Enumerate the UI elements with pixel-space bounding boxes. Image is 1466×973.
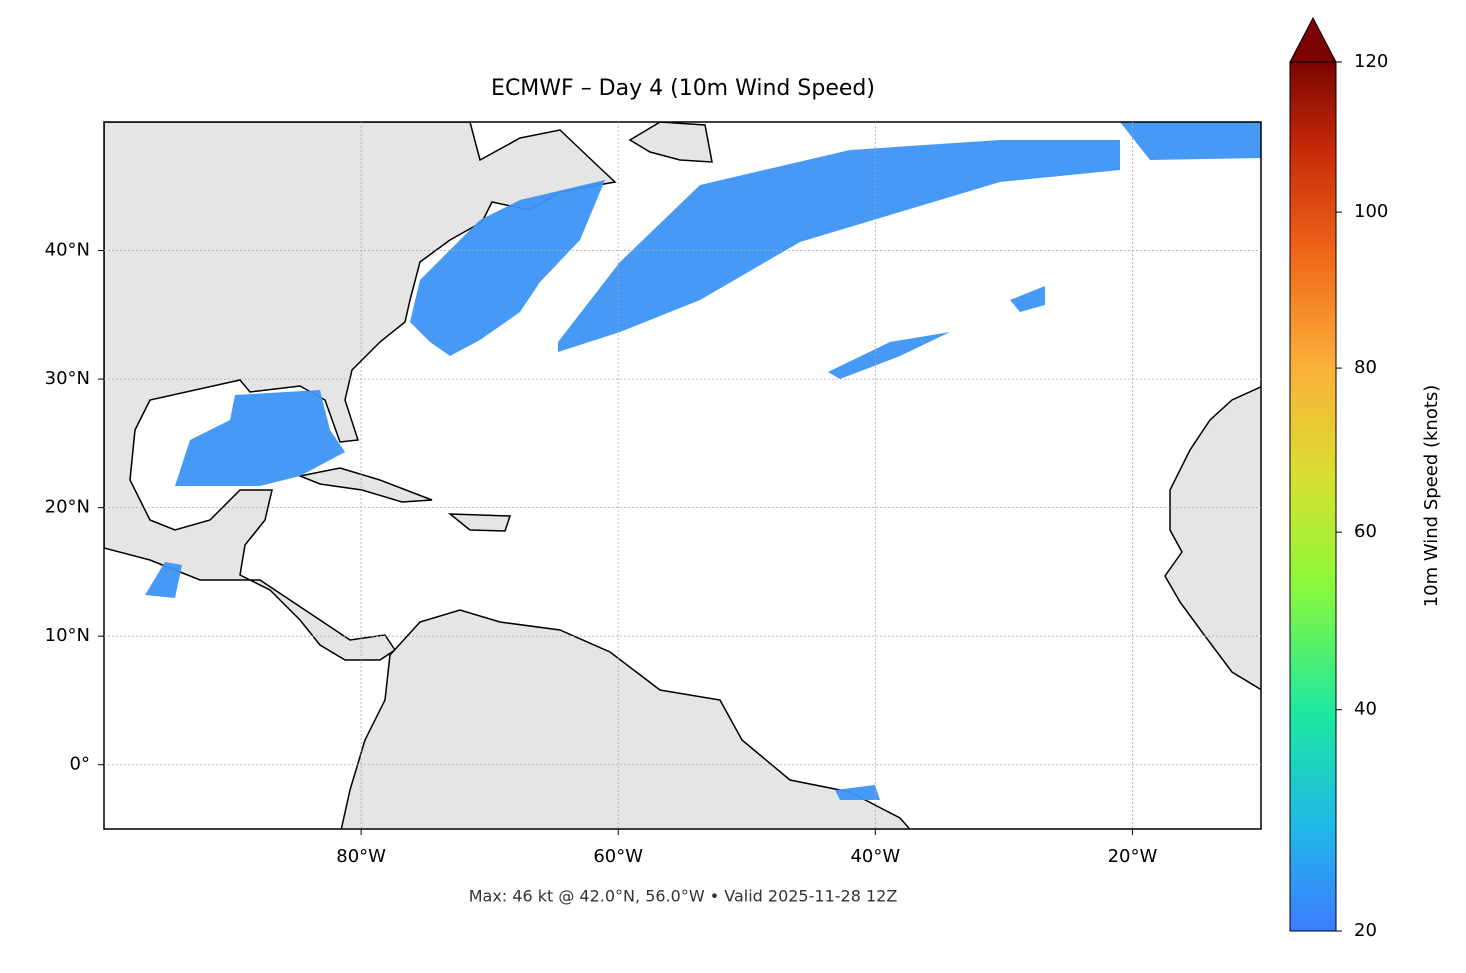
map (104, 122, 1261, 829)
colorbar-tick-label: 20 (1354, 920, 1377, 941)
wind-area (410, 180, 605, 356)
x-tick-label: 40°W (850, 846, 900, 867)
colorbar-extend (1289, 16, 1337, 63)
x-tick-label: 20°W (1108, 846, 1158, 867)
hispaniola (447, 513, 512, 532)
wind-area (1010, 286, 1045, 312)
colorbar-tick-label: 60 (1354, 521, 1377, 542)
y-tick-label: 20°N (45, 497, 90, 518)
colorbar-tick-label: 80 (1354, 357, 1377, 378)
x-tick-label: 60°W (593, 846, 643, 867)
chart-title: ECMWF – Day 4 (10m Wind Speed) (491, 76, 875, 101)
colorbar (1289, 61, 1337, 932)
cuba (297, 467, 433, 503)
south-america (340, 609, 911, 829)
wind-area (1120, 122, 1261, 160)
colorbar-tick-label: 120 (1354, 51, 1388, 72)
y-tick-label: 0° (70, 754, 90, 775)
wind-area (175, 390, 345, 486)
colorbar-tick-label: 100 (1354, 201, 1388, 222)
y-tick-label: 30°N (45, 368, 90, 389)
footer: Max: 46 kt @ 42.0°N, 56.0°W • Valid 2025… (469, 887, 898, 906)
wind-area (828, 332, 950, 379)
y-tick-label: 10°N (45, 625, 90, 646)
wind-area (145, 562, 182, 598)
map-frame (103, 121, 1262, 830)
wind-area (558, 140, 1120, 352)
y-tick-label: 40°N (45, 240, 90, 261)
wind-area (835, 785, 880, 800)
colorbar-label: 10m Wind Speed (knots) (1421, 385, 1442, 608)
africa (1164, 385, 1261, 691)
colorbar-tick-label: 40 (1354, 699, 1377, 720)
x-tick-label: 80°W (336, 846, 386, 867)
greenland-canada-east (628, 122, 713, 163)
